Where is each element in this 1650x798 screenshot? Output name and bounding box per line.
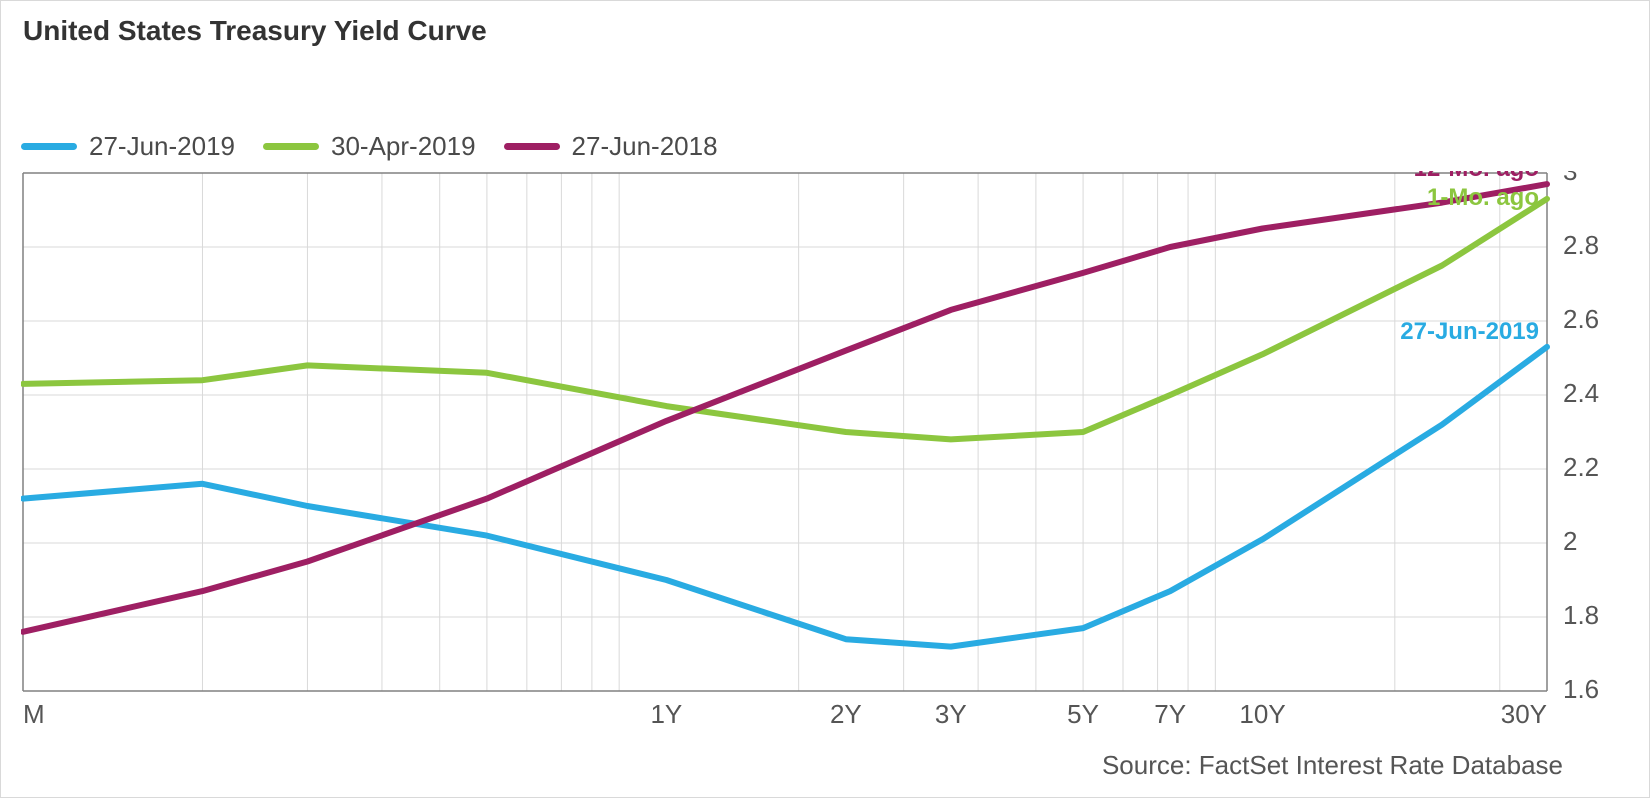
legend-swatch [263, 143, 319, 150]
svg-text:7Y: 7Y [1154, 699, 1186, 729]
svg-text:1-Mo. ago: 1-Mo. ago [1427, 184, 1539, 211]
legend-label: 30-Apr-2019 [331, 131, 476, 162]
source-label: Source: FactSet Interest Rate Database [1102, 750, 1563, 781]
svg-text:2.6: 2.6 [1563, 304, 1599, 334]
legend-swatch [21, 143, 77, 150]
legend-item: 27-Jun-2019 [21, 131, 235, 162]
legend-item: 30-Apr-2019 [263, 131, 476, 162]
legend-swatch [504, 143, 560, 150]
yield-curve-chart: 1.6 1.8 2 2.2 2.4 2.6 2.8 3 M 1Y 2Y 3Y 5Y 7Y 10Y 30Y 12-… [21, 171, 1629, 777]
svg-text:30Y: 30Y [1501, 699, 1547, 729]
svg-text:5Y: 5Y [1067, 699, 1099, 729]
svg-text:1.8: 1.8 [1563, 600, 1599, 630]
svg-text:12-Mo. ago: 12-Mo. ago [1414, 171, 1539, 182]
legend: 27-Jun-2019 30-Apr-2019 27-Jun-2018 [21, 131, 718, 162]
legend-item: 27-Jun-2018 [504, 131, 718, 162]
chart-frame: United States Treasury Yield Curve 27-Ju… [0, 0, 1650, 798]
legend-label: 27-Jun-2019 [89, 131, 235, 162]
svg-text:3Y: 3Y [935, 699, 967, 729]
svg-text:1.6: 1.6 [1563, 674, 1599, 704]
chart-title: United States Treasury Yield Curve [23, 15, 487, 47]
plot-area: 1.6 1.8 2 2.2 2.4 2.6 2.8 3 M 1Y 2Y 3Y 5Y 7Y 10Y 30Y 12-… [21, 171, 1629, 777]
legend-label: 27-Jun-2018 [572, 131, 718, 162]
svg-text:2.8: 2.8 [1563, 230, 1599, 260]
svg-text:2: 2 [1563, 526, 1577, 556]
svg-text:2.2: 2.2 [1563, 452, 1599, 482]
svg-text:27-Jun-2019: 27-Jun-2019 [1400, 318, 1539, 345]
svg-text:1Y: 1Y [650, 699, 682, 729]
svg-text:10Y: 10Y [1239, 699, 1285, 729]
svg-text:M: M [23, 699, 45, 729]
svg-text:2.4: 2.4 [1563, 378, 1599, 408]
svg-text:2Y: 2Y [830, 699, 862, 729]
svg-text:3: 3 [1563, 171, 1577, 186]
